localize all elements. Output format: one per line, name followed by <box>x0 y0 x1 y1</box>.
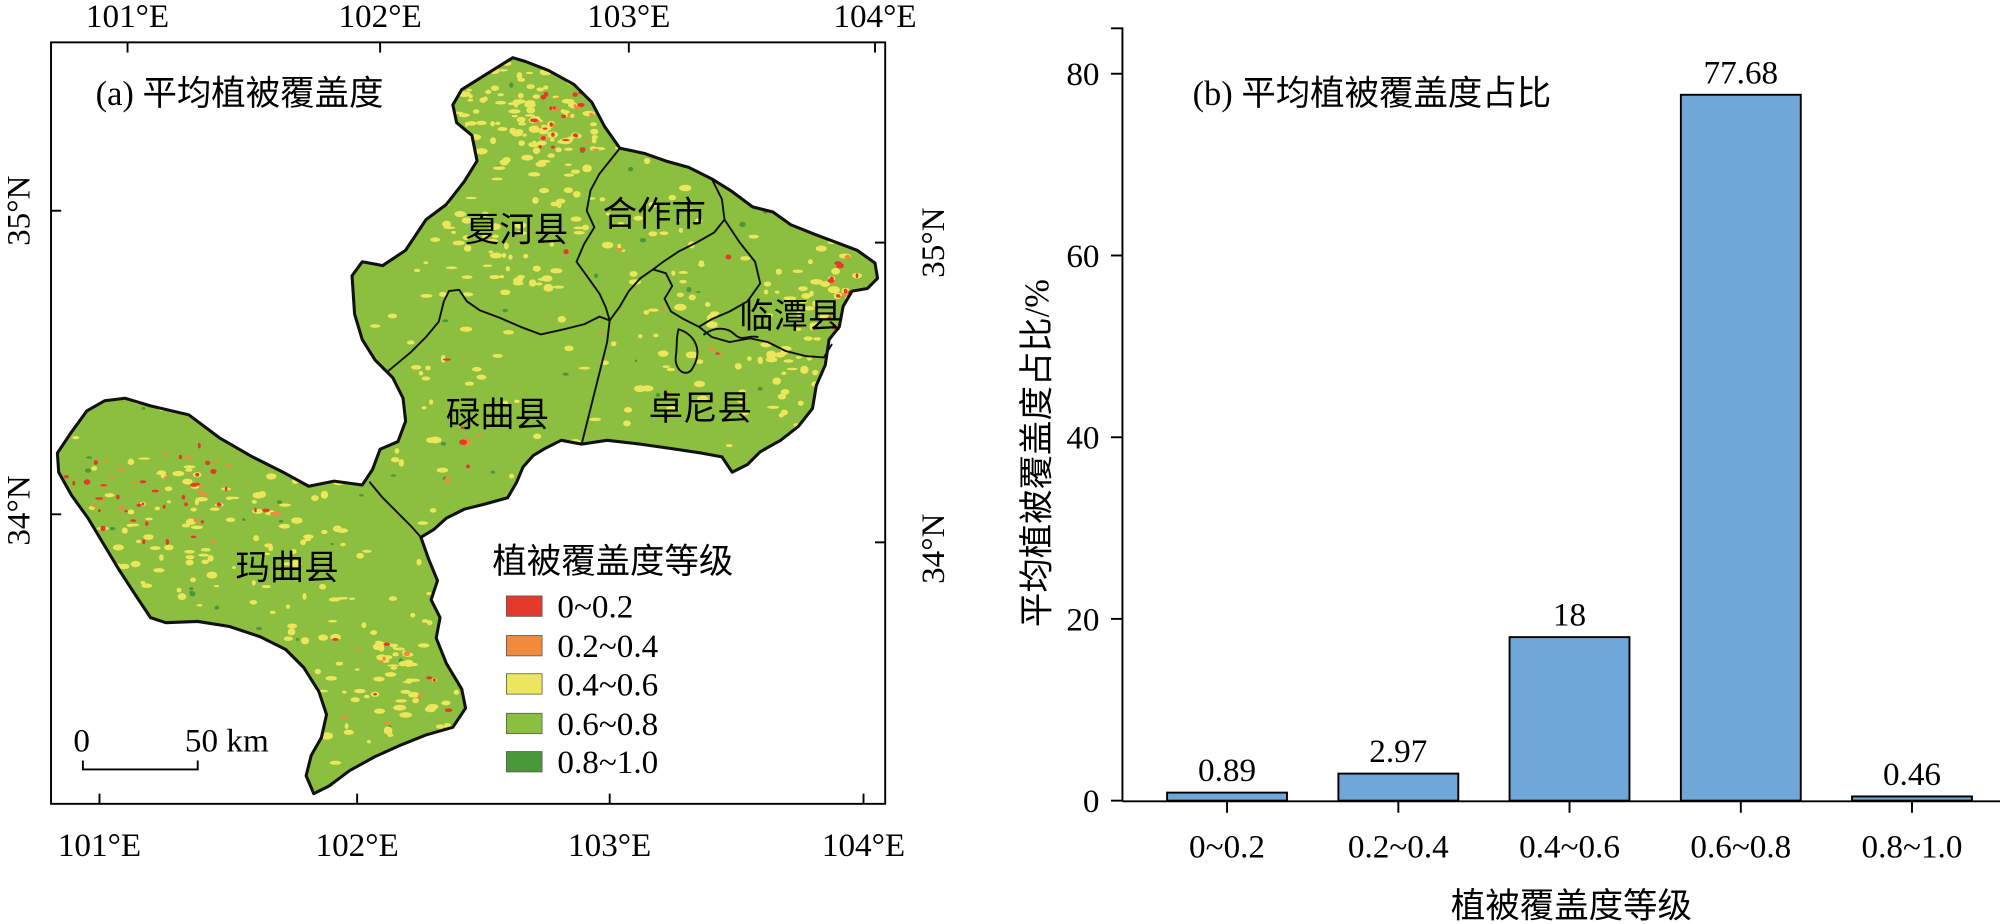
legend-label-0.6-0.8: 0.6~0.8 <box>557 706 658 743</box>
map-frame-ticks <box>51 42 886 804</box>
bar-value-label-0~0.2: 0.89 <box>1198 752 1256 789</box>
chart-x-ticks: 0~0.2 0.2~0.4 0.4~0.6 0.6~0.8 0.8~1.0 <box>1189 801 1962 865</box>
bar-0.8~1.0 <box>1851 795 1973 802</box>
lat-label-right-1: 35°N <box>915 207 952 277</box>
x-tick-label-0.2~0.4: 0.2~0.4 <box>1348 828 1449 865</box>
y-tick-label-0: 0 <box>1083 783 1100 820</box>
legend-swatch-0.8-1.0 <box>505 751 543 773</box>
lon-label-bottom-2: 102°E <box>316 827 399 864</box>
lat-labels-right: 35°N 34°N <box>915 207 952 584</box>
chart-y-ticks: 0 20 40 60 80 <box>1066 56 1123 820</box>
scale-bar-line <box>81 760 199 771</box>
x-tick-label-0.4~0.6: 0.4~0.6 <box>1519 828 1620 865</box>
map-panel: 夏河县 合作市 临潭县 碌曲县 卓尼县 玛曲县 (a) 平均植被覆盖度 植被覆盖… <box>0 0 952 864</box>
county-labels: 夏河县 合作市 临潭县 碌曲县 卓尼县 玛曲县 <box>235 196 842 587</box>
lat-label-left-1: 35°N <box>0 175 37 245</box>
x-axis-label: 植被覆盖度等级 <box>1451 887 1692 924</box>
legend-swatch-0.4-0.6 <box>505 673 543 695</box>
bar-value-label-0.2~0.4: 2.97 <box>1369 733 1427 770</box>
chart-title: (b) 平均植被覆盖度占比 <box>1193 75 1552 113</box>
bar-0.4~0.6 <box>1508 636 1631 802</box>
patches-0-0.2 <box>57 84 878 794</box>
lon-labels-top: 101°E 102°E 103°E 104°E <box>86 0 917 35</box>
map-legend: 植被覆盖度等级 0~0.2 0.2~0.4 0.4~0.6 0.6~0.8 0.… <box>492 543 733 781</box>
boundary-lintan-enclave <box>674 328 699 374</box>
county-label-hezuo: 合作市 <box>603 196 706 234</box>
y-tick-label-20: 20 <box>1066 601 1099 638</box>
county-label-lintan: 临潭县 <box>739 298 842 336</box>
legend-label-0.4-0.6: 0.4~0.6 <box>557 666 658 703</box>
boundary-luqu-zhuoni <box>580 319 611 446</box>
scale-bar-end-label: 50 km <box>185 723 269 760</box>
lon-label-bottom-1: 101°E <box>58 827 141 864</box>
y-axis-label: 平均植被覆盖度占比/% <box>1018 279 1056 627</box>
boundary-hezuo-zhuoni <box>608 268 833 359</box>
county-label-luqu: 碌曲县 <box>446 396 549 434</box>
scale-bar: 0 50 km <box>73 723 269 771</box>
boundary-luqu-xiahe <box>386 288 611 373</box>
map-title: (a) 平均植被覆盖度 <box>96 75 384 113</box>
bar-value-label-0.8~1.0: 0.46 <box>1883 756 1941 793</box>
lat-label-left-2: 34°N <box>0 475 37 545</box>
x-tick-label-0.6~0.8: 0.6~0.8 <box>1690 828 1791 865</box>
x-tick-label-0.8~1.0: 0.8~1.0 <box>1862 828 1963 865</box>
lon-labels-bottom: 101°E 102°E 103°E 104°E <box>58 827 905 864</box>
county-boundaries <box>368 147 833 539</box>
boundary-luqu-maqu <box>368 481 422 539</box>
boundary-xiahe-hezuo <box>575 147 621 322</box>
y-tick-label-60: 60 <box>1066 238 1099 275</box>
bar-0.2~0.4 <box>1337 772 1460 802</box>
scale-bar-start-label: 0 <box>73 723 90 760</box>
legend-swatch-0.6-0.8 <box>505 712 543 735</box>
lat-labels-left: 35°N 34°N <box>0 175 37 545</box>
lon-label-top-1: 101°E <box>86 0 169 35</box>
chart-value-labels: 0.89 2.97 18 77.68 0.46 <box>1198 54 1941 793</box>
legend-label-0-0.2: 0~0.2 <box>557 589 633 626</box>
boundary-hezuo-lintan <box>652 177 726 271</box>
county-label-zhuoni: 卓尼县 <box>649 390 752 428</box>
lon-label-top-2: 102°E <box>338 0 421 35</box>
y-axis-line <box>1110 27 1124 802</box>
legend-swatch-0.2-0.4 <box>505 635 543 657</box>
chart-bars <box>1166 93 1973 802</box>
bar-0.6~0.8 <box>1679 93 1802 802</box>
lat-label-right-2: 34°N <box>915 514 952 584</box>
map-frame <box>50 41 887 805</box>
legend-label-0.8-1.0: 0.8~1.0 <box>557 744 658 781</box>
boundary-lintan-west <box>698 218 762 328</box>
legend-title: 植被覆盖度等级 <box>492 543 733 581</box>
lon-label-bottom-4: 104°E <box>822 827 905 864</box>
boundary-lintan-river <box>703 327 759 339</box>
legend-label-0.2-0.4: 0.2~0.4 <box>557 628 658 665</box>
legend-swatch-0-0.2 <box>505 595 543 617</box>
county-label-xiahe: 夏河县 <box>465 211 568 249</box>
x-tick-label-0~0.2: 0~0.2 <box>1189 828 1265 865</box>
bar-0~0.2 <box>1166 791 1288 802</box>
lon-label-top-3: 103°E <box>587 0 670 35</box>
y-tick-label-40: 40 <box>1066 420 1099 457</box>
vegetation-texture <box>57 57 878 794</box>
bar-value-label-0.6~0.8: 77.68 <box>1704 54 1779 91</box>
lon-label-bottom-3: 103°E <box>568 827 651 864</box>
y-tick-label-80: 80 <box>1066 56 1099 93</box>
bar-value-label-0.4~0.6: 18 <box>1553 597 1586 634</box>
county-label-maqu: 玛曲县 <box>235 549 338 587</box>
lon-label-top-4: 104°E <box>833 0 916 35</box>
